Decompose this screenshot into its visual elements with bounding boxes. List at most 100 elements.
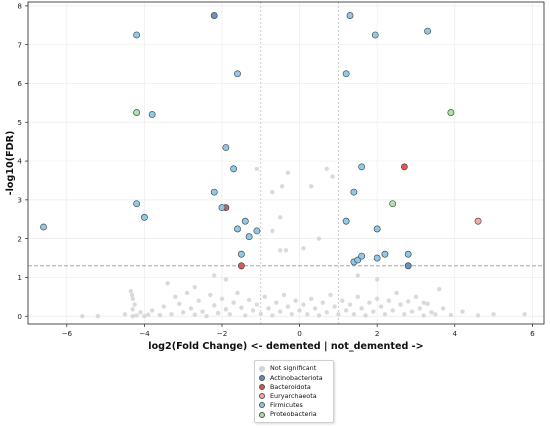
point-not-significant [316, 236, 322, 241]
point-significant [424, 27, 432, 35]
y-axis-label: -log10(FDR) [5, 131, 16, 196]
point-not-significant [258, 311, 263, 317]
point-not-significant [129, 292, 135, 298]
legend: Not significant Actinobacteriota Bacteroid… [254, 360, 334, 423]
point-significant [358, 163, 366, 171]
point-not-significant [281, 292, 287, 298]
point-not-significant [130, 314, 135, 319]
point-not-significant [146, 312, 151, 317]
point-not-significant [374, 277, 380, 282]
point-significant [218, 204, 226, 212]
point-not-significant [200, 309, 205, 314]
point-not-significant [227, 312, 232, 317]
point-not-significant [196, 298, 201, 303]
threshold-lines [28, 2, 544, 324]
point-not-significant [142, 314, 147, 319]
point-not-significant [293, 298, 298, 303]
point-not-significant [149, 308, 155, 313]
point-not-significant [132, 302, 137, 307]
point-not-significant [270, 313, 275, 318]
point-not-significant [161, 304, 166, 309]
point-not-significant [204, 314, 209, 319]
point-not-significant [355, 294, 360, 300]
point-not-significant [184, 290, 190, 296]
point-significant [245, 233, 253, 241]
point-not-significant [95, 314, 101, 319]
point-not-significant [285, 170, 291, 175]
point-not-significant [320, 300, 326, 305]
point-not-significant [219, 296, 225, 301]
plot-frame [27, 1, 545, 325]
legend-marker [259, 402, 265, 409]
point-not-significant [250, 308, 256, 313]
point-not-significant [429, 310, 434, 315]
point-not-significant [212, 273, 217, 278]
point-significant [237, 262, 245, 270]
y-tick-label: 4 [17, 157, 22, 166]
point-not-significant [192, 312, 198, 317]
point-not-significant [277, 248, 283, 253]
point-significant [373, 225, 381, 233]
point-not-significant [324, 166, 329, 172]
point-significant [237, 250, 245, 258]
point-not-significant [390, 308, 395, 313]
point-significant [342, 217, 350, 225]
point-significant [148, 111, 156, 118]
point-significant [381, 250, 389, 258]
point-not-significant [409, 309, 415, 314]
point-not-significant [270, 189, 275, 195]
point-significant [447, 109, 455, 116]
point-not-significant [460, 309, 465, 314]
point-not-significant [382, 312, 388, 317]
point-significant [241, 217, 249, 225]
point-not-significant [359, 306, 364, 311]
point-significant [210, 12, 218, 19]
point-not-significant [231, 300, 236, 305]
y-tick-label: 1 [17, 273, 22, 282]
point-not-significant [491, 312, 496, 317]
point-not-significant [192, 284, 198, 290]
x-tick-label: 4 [452, 329, 457, 338]
point-not-significant [270, 228, 275, 234]
series-actinobacteriota [210, 12, 412, 270]
legend-marker [259, 383, 265, 390]
legend-item: Not significant [259, 364, 329, 373]
grid [28, 2, 544, 324]
legend-item: Firmicutes [259, 401, 329, 410]
data-points [40, 12, 527, 319]
point-not-significant [367, 300, 372, 305]
point-not-significant [316, 313, 322, 318]
point-not-significant [279, 184, 285, 189]
point-not-significant [406, 299, 411, 304]
point-not-significant [266, 306, 271, 311]
point-not-significant [343, 308, 349, 313]
point-not-significant [437, 286, 442, 292]
point-not-significant [332, 304, 337, 309]
point-significant [358, 252, 366, 260]
point-not-significant [177, 301, 182, 307]
point-not-significant [309, 296, 314, 301]
point-not-significant [274, 300, 279, 305]
point-significant [346, 12, 354, 19]
point-not-significant [421, 300, 426, 305]
point-not-significant [208, 292, 213, 298]
y-axis-ticks: 0 1 2 3 4 5 6 7 8 [17, 1, 28, 321]
series-not-significant [80, 166, 527, 319]
point-significant [253, 227, 261, 235]
point-not-significant [239, 305, 244, 310]
point-not-significant [169, 312, 174, 317]
series-proteobacteria [133, 109, 455, 208]
legend-marker [259, 365, 265, 372]
point-not-significant [402, 312, 407, 317]
point-not-significant [215, 310, 221, 316]
point-not-significant [355, 273, 360, 278]
point-not-significant [328, 292, 333, 298]
point-not-significant [223, 277, 229, 282]
x-axis-ticks: −6 −4 −2 0 2 4 6 [61, 324, 535, 338]
point-significant [389, 200, 397, 208]
point-significant [234, 225, 241, 233]
legend-label: Not significant [270, 364, 317, 373]
point-not-significant [254, 302, 260, 307]
series-firmicutes [40, 12, 432, 266]
